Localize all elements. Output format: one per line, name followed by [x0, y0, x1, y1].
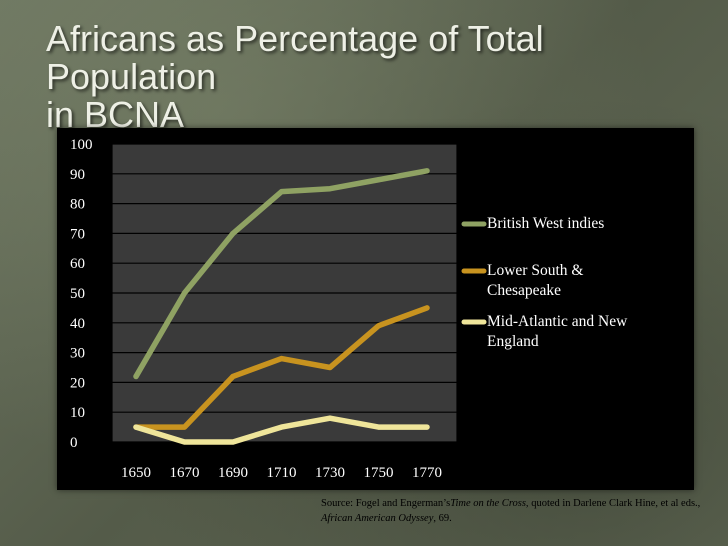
source-suffix: , 69.: [433, 513, 452, 524]
data-point: [279, 189, 284, 195]
data-point: [182, 424, 187, 430]
data-point: [424, 424, 430, 430]
source-book-1: Time on the Cross,: [450, 498, 529, 509]
legend-label-line: Mid-Atlantic and New: [487, 313, 628, 330]
legend-label-line: Lower South &: [487, 262, 583, 279]
data-point: [133, 424, 139, 430]
source-middle: quoted in Darlene Clark Hine, et al eds.…: [528, 498, 701, 509]
x-tick-label: 1670: [170, 465, 200, 481]
data-point: [376, 424, 381, 430]
legend-label-2: Lower South & Chesapeake: [487, 262, 583, 299]
source-prefix: Source: Fogel and Engerman’s: [321, 498, 451, 509]
data-point: [424, 305, 430, 311]
y-tick-label: 0: [70, 435, 78, 451]
y-tick-label: 100: [70, 137, 93, 153]
y-tick-label: 20: [70, 375, 85, 391]
y-tick-label: 10: [70, 405, 85, 421]
data-point: [230, 439, 236, 445]
y-tick-label: 50: [70, 286, 85, 302]
title-line-2: in BCNA: [46, 94, 185, 135]
source-citation: Source: Fogel and Engerman’sTime on the …: [321, 496, 701, 526]
data-point: [327, 186, 333, 192]
data-point: [279, 424, 284, 430]
x-tick-label: 1770: [412, 465, 442, 481]
data-point: [279, 356, 284, 362]
legend-label-1: British West indies: [487, 215, 604, 232]
data-point: [182, 290, 187, 296]
y-tick-label: 40: [70, 316, 85, 332]
legend-label-line: Chesapeake: [487, 282, 561, 299]
data-point: [327, 415, 333, 421]
x-tick-label: 1730: [315, 465, 345, 481]
x-tick-label: 1710: [267, 465, 297, 481]
y-tick-label: 60: [70, 256, 85, 272]
x-tick-label: 1690: [218, 465, 248, 481]
y-tick-label: 80: [70, 197, 85, 213]
data-point: [182, 439, 187, 445]
y-tick-label: 70: [70, 226, 85, 242]
legend-label-line: British West indies: [487, 215, 604, 232]
y-tick-label: 30: [70, 346, 85, 362]
data-point: [327, 365, 333, 370]
chart-panel: 0 10 20 30 40 50 60 70 80 90 100 1650 1670 1690 1710 17…: [57, 128, 694, 490]
data-point: [230, 230, 236, 236]
data-point: [133, 373, 139, 379]
legend-label-3: Mid-Atlantic and New England: [487, 313, 628, 350]
title-line-1: Africans as Percentage of Total Populati…: [46, 18, 544, 97]
data-point: [424, 168, 430, 174]
y-tick-label: 90: [70, 167, 85, 183]
x-tick-label: 1750: [364, 465, 394, 481]
slide-title: Africans as Percentage of Total Populati…: [46, 20, 706, 134]
x-tick-label: 1650: [121, 465, 151, 481]
legend-label-line: England: [487, 333, 539, 350]
data-point: [376, 323, 381, 329]
source-book-2: African American Odyssey: [321, 513, 434, 524]
line-chart: 0 10 20 30 40 50 60 70 80 90 100 1650 1670 1690 1710 17…: [70, 137, 628, 481]
data-point: [376, 177, 381, 183]
data-point: [230, 373, 236, 379]
